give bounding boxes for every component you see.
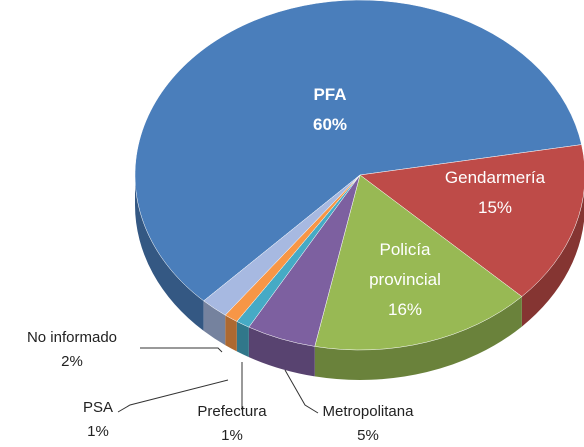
slice-side	[248, 327, 315, 377]
slice-label: PFA 60%	[300, 80, 360, 140]
value-label: 16%	[387, 300, 423, 319]
slice-label: PSA 1%	[68, 396, 128, 444]
slice-side	[135, 175, 204, 331]
value-label: 60%	[312, 115, 348, 134]
leader-line	[140, 347, 223, 353]
slice-label: No informado 2%	[7, 326, 137, 374]
value-label: 15%	[477, 198, 513, 217]
slice	[134, 0, 582, 302]
slice-side	[236, 321, 249, 358]
slice-label: Policía provincial 16%	[350, 235, 460, 325]
slice	[314, 174, 523, 351]
category-label: PSA	[82, 399, 113, 416]
value-label: 5%	[357, 427, 379, 444]
category-label: Metropolitana	[322, 403, 414, 420]
slice-side	[225, 315, 237, 352]
category-label: Policía provincial	[369, 240, 441, 289]
slice-label: Metropolitana 5%	[313, 400, 423, 447]
slice-label: Gendarmería 15%	[435, 163, 555, 223]
category-label: Gendarmería	[444, 168, 546, 187]
value-label: 1%	[221, 427, 243, 444]
leader-line	[117, 379, 229, 413]
slice	[203, 174, 361, 316]
category-label: No informado	[26, 329, 118, 346]
slice-label: Prefectura 1%	[182, 400, 282, 447]
value-label: 2%	[61, 353, 83, 370]
leader-line	[284, 369, 319, 414]
slice-side	[314, 296, 522, 380]
value-label: 1%	[87, 423, 109, 440]
category-label: Prefectura	[197, 403, 267, 420]
category-label: PFA	[313, 85, 347, 104]
slice-side	[521, 190, 584, 327]
